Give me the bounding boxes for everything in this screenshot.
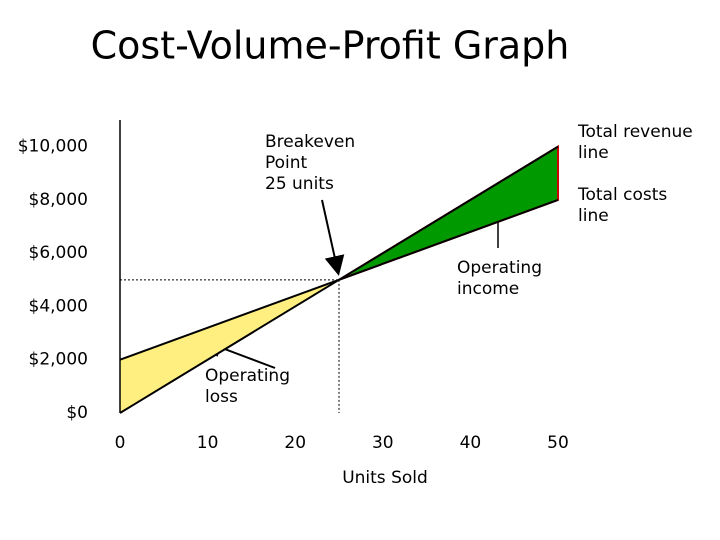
annotation: line bbox=[578, 143, 609, 163]
annotation: Total revenue bbox=[577, 122, 693, 142]
x-tick-label: 0 bbox=[115, 433, 126, 453]
y-tick-label: $0 bbox=[66, 403, 88, 423]
x-tick-label: 50 bbox=[547, 433, 569, 453]
annotation: income bbox=[457, 279, 519, 299]
y-tick-label: $6,000 bbox=[29, 243, 88, 263]
annotation: loss bbox=[205, 387, 238, 407]
annotation: 25 units bbox=[265, 174, 334, 194]
annotation: line bbox=[578, 206, 609, 226]
series-line bbox=[119, 198, 559, 361]
y-tick-label: $10,000 bbox=[18, 137, 88, 157]
annotation: Total costs bbox=[577, 185, 667, 205]
annotation: Breakeven bbox=[265, 132, 355, 152]
x-tick-label: 10 bbox=[197, 433, 219, 453]
annotation: Operating bbox=[457, 258, 542, 278]
y-tick-label: $4,000 bbox=[29, 296, 88, 316]
y-tick-label: $8,000 bbox=[29, 190, 88, 210]
x-axis-label: Units Sold bbox=[342, 468, 428, 488]
arrow bbox=[321, 199, 345, 276]
x-tick-label: 20 bbox=[284, 433, 306, 453]
chart-title: Cost-Volume-Profit Graph bbox=[91, 24, 570, 68]
x-tick-label: 40 bbox=[460, 433, 482, 453]
y-tick-label: $2,000 bbox=[29, 350, 88, 370]
annotation: Point bbox=[265, 153, 308, 173]
annotation: Operating bbox=[205, 366, 290, 386]
x-tick-label: 30 bbox=[372, 433, 394, 453]
